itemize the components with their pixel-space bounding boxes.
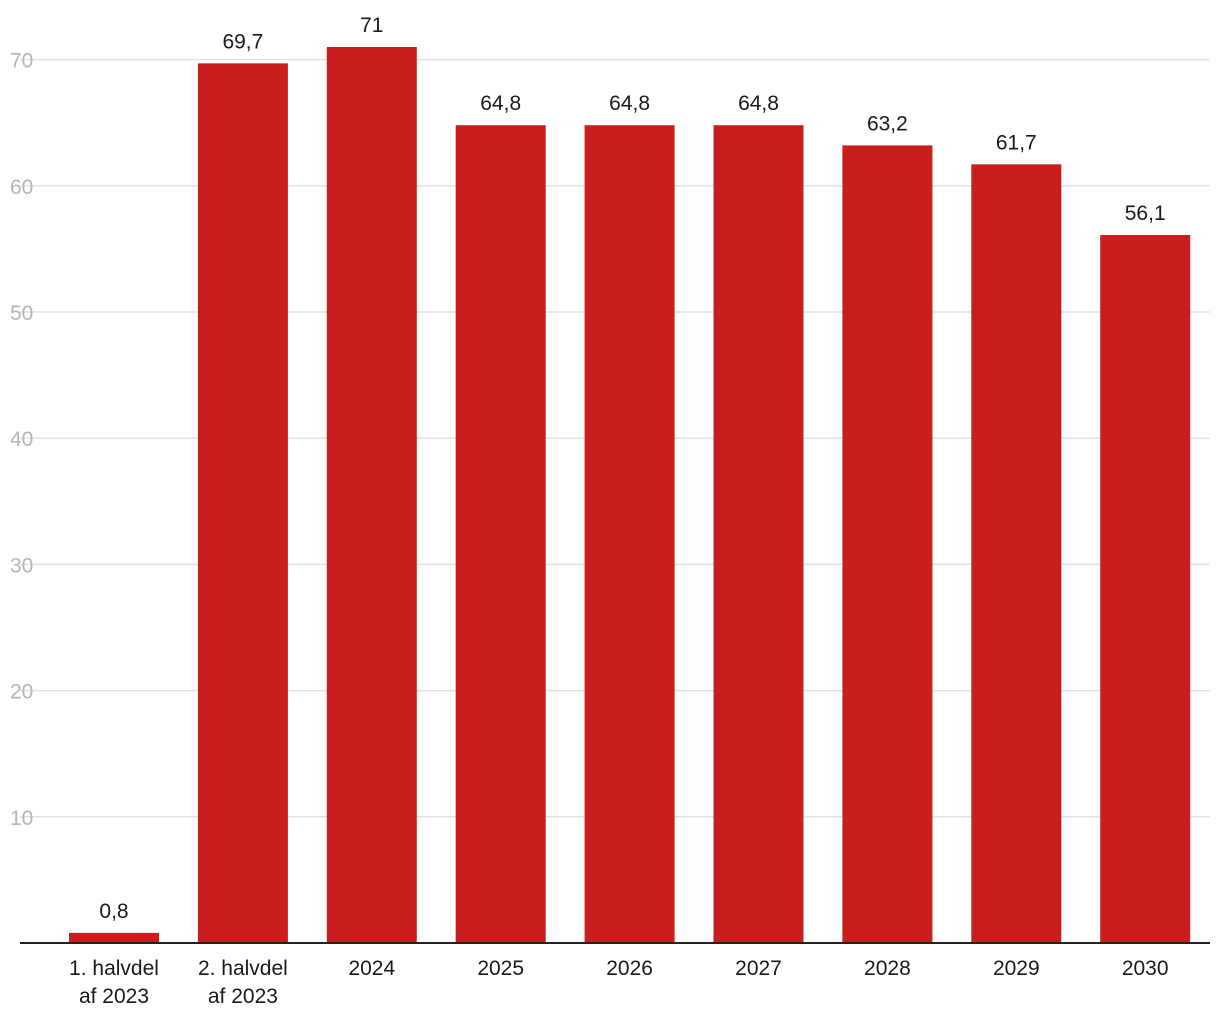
bar [455,125,546,943]
x-category-label: 2028 [864,957,911,980]
y-tick-label: 40 [10,428,33,451]
x-category-label: 2029 [993,957,1040,980]
x-category-label: 2030 [1122,957,1169,980]
y-tick-label: 50 [10,302,33,325]
x-category-label: 2025 [477,957,524,980]
bar-value-label: 71 [360,14,383,37]
bar-value-label: 69,7 [222,30,263,53]
x-category-label: 1. halvdel [69,957,159,980]
bar [69,932,159,943]
bar [584,125,675,943]
y-tick-label: 60 [10,176,33,199]
x-category-label: 2027 [735,957,782,980]
bar [326,46,417,944]
y-tick-label: 10 [10,807,33,830]
bar-value-label: 0,8 [99,900,128,923]
bar-value-label: 64,8 [738,92,779,115]
x-category-label: af 2023 [208,985,278,1008]
x-category-label: af 2023 [79,985,149,1008]
bar-value-label: 64,8 [480,92,521,115]
bar [713,125,804,943]
y-tick-label: 30 [10,554,33,577]
bar [971,164,1062,943]
x-category-label: 2026 [606,957,653,980]
bar [197,63,288,944]
x-category-label: 2. halvdel [198,957,288,980]
bar-value-label: 64,8 [609,92,650,115]
x-category-label: 2024 [348,957,395,980]
bar [1100,235,1191,943]
data-labels: 0,8 69,7 71 64,8 64,8 64,8 63,2 61,7 56,1 [99,14,1165,923]
y-tick-label: 20 [10,681,33,704]
x-axis-categories: 1. halvdel af 2023 2. halvdel af 2023 2024 20… [69,957,1169,1008]
bar-value-label: 56,1 [1125,202,1166,225]
bar-value-label: 63,2 [867,112,908,135]
y-tick-label: 70 [10,50,33,73]
bar-value-label: 61,7 [996,131,1037,154]
y-axis-ticks: 10 20 30 40 50 60 70 [10,50,33,830]
bar [842,145,933,943]
bars [69,46,1191,944]
